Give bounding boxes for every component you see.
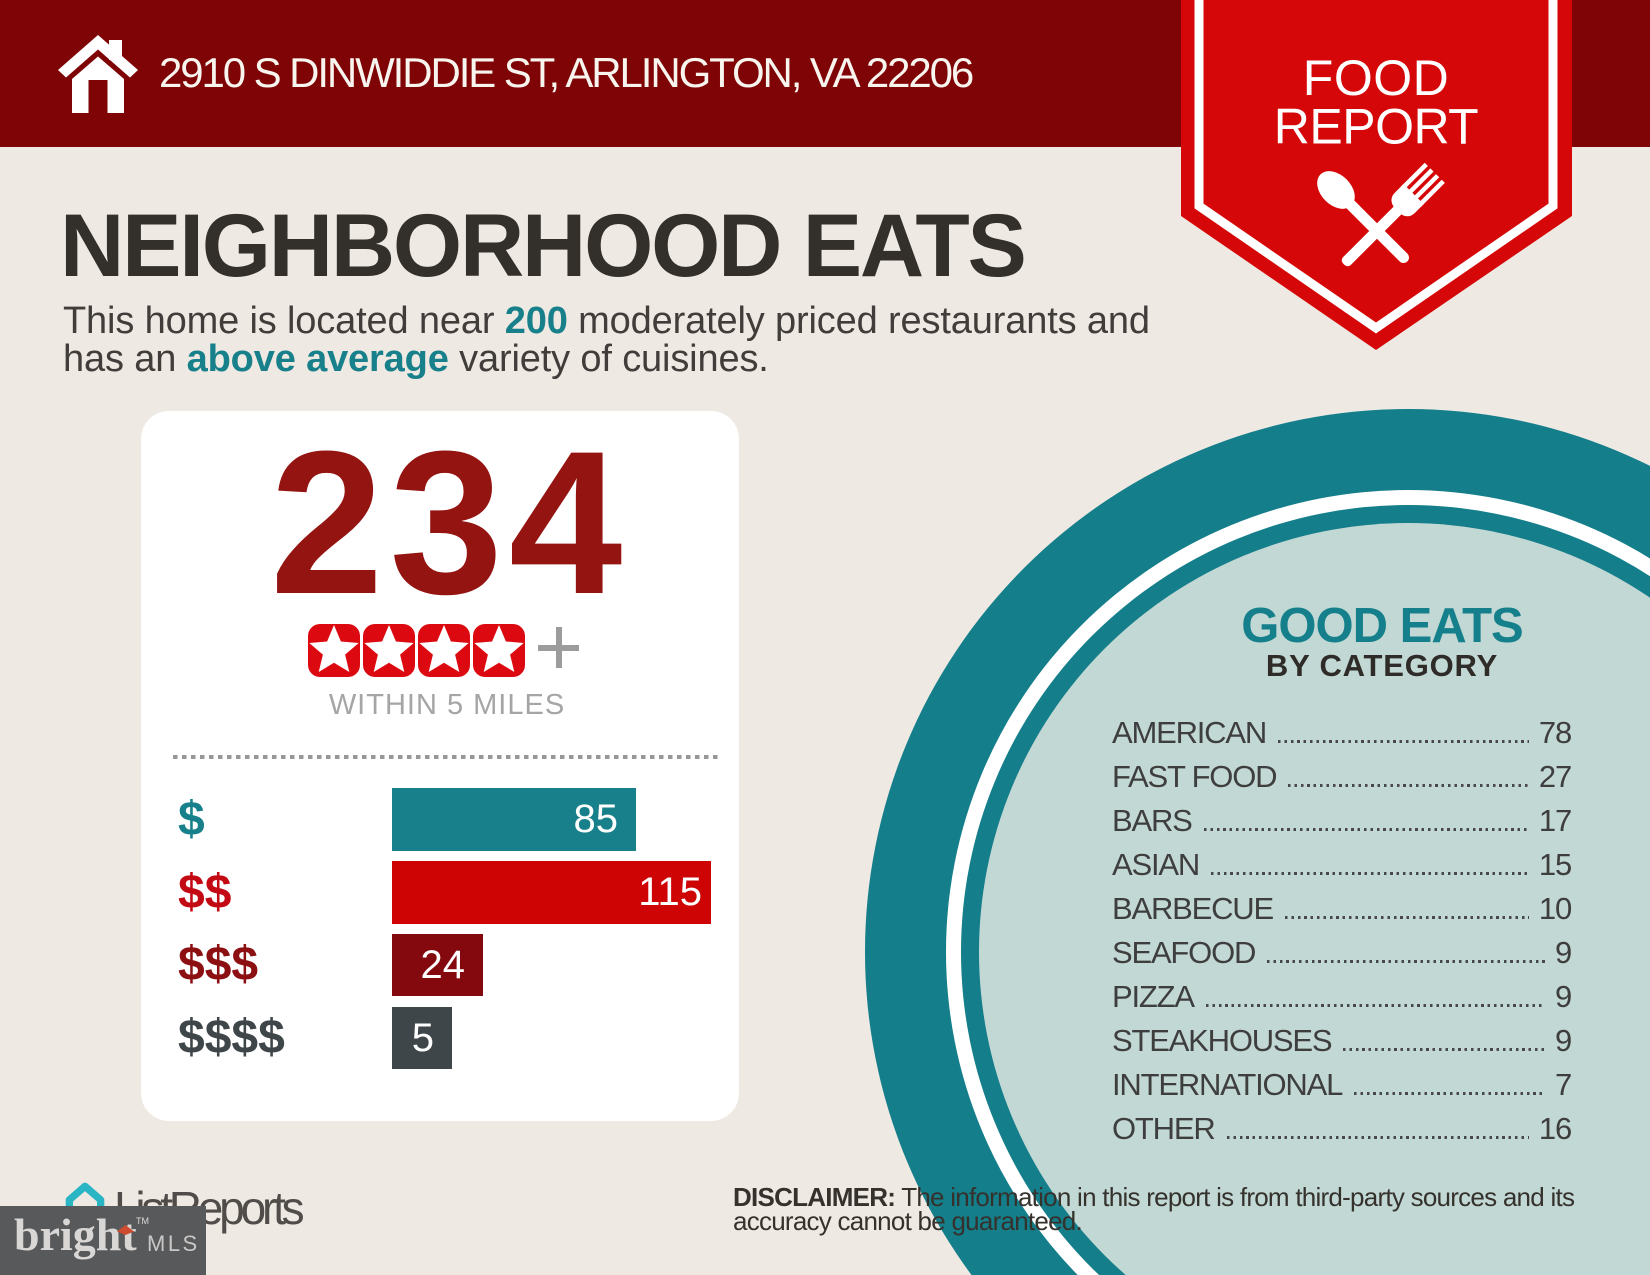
svg-text:REPORT: REPORT (1274, 99, 1478, 155)
svg-text:FOOD: FOOD (1303, 50, 1449, 106)
